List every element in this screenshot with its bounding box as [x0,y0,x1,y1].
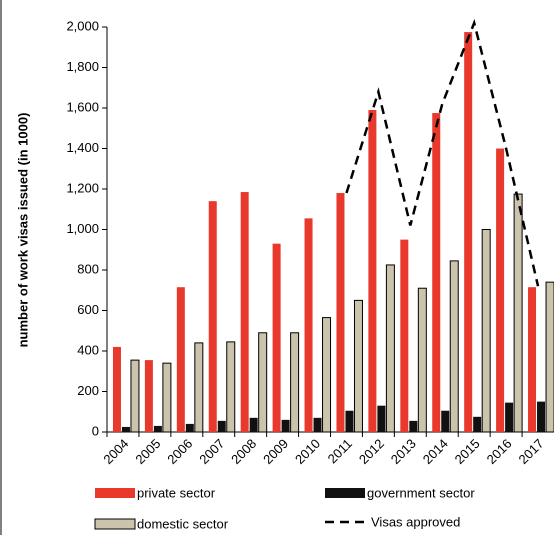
y-tick-label: 600 [77,302,99,317]
bar [417,287,427,433]
y-tick-label: 1,200 [66,180,99,195]
x-tick-label: 2015 [452,436,483,467]
y-tick-label: 1,800 [66,59,99,74]
bar [194,342,204,433]
x-tick-label: 2004 [100,436,131,467]
bar [121,426,130,432]
y-tick-label: 400 [77,342,99,357]
bar [290,332,300,433]
x-tick-label: 2005 [132,436,163,467]
line [345,18,540,287]
bar [304,218,313,432]
bar [368,110,377,433]
bar [249,417,258,432]
bar [505,402,514,432]
legend-swatch [94,518,136,530]
bar [545,281,554,433]
y-tick-label: 1,600 [66,99,99,114]
bar [385,264,395,433]
x-tick-label: 2009 [260,436,291,467]
bar [185,423,194,432]
bar [240,192,249,432]
bar [345,410,354,432]
x-tick-label: 2007 [196,436,227,467]
bar [130,359,140,433]
bar [112,346,121,432]
bar [513,193,523,433]
bar [258,332,268,433]
bar [208,201,217,432]
legend-label: private sector [137,485,216,500]
bar [226,341,236,433]
y-tick-label: 2,000 [66,18,99,33]
bar [464,32,473,432]
bar [313,417,322,432]
legend-swatch [95,488,135,498]
bar [528,287,537,432]
bar [153,425,162,432]
y-tick-label: 1,000 [66,221,99,236]
y-axis-label: number of work visas issued (in 1000) [15,113,30,348]
bar [322,317,332,433]
x-tick-label: 2014 [420,436,451,467]
bar [496,148,505,432]
x-tick-label: 2010 [292,436,323,467]
bar [144,360,153,432]
x-tick-label: 2016 [484,436,515,467]
x-tick-label: 2006 [164,436,195,467]
x-tick-label: 2013 [388,436,419,467]
bar [353,299,363,433]
x-tick-label: 2017 [516,436,547,467]
bar [336,193,345,432]
bar [281,419,290,432]
bar [449,260,459,433]
bar [441,410,450,432]
y-tick-label: 0 [92,423,99,438]
bar [217,420,226,432]
y-tick-label: 200 [77,383,99,398]
bar [176,287,185,432]
legend-label: government sector [367,485,475,500]
bar [537,401,546,432]
bar [400,239,409,432]
bar [377,405,386,432]
bar [473,416,482,432]
legend-label: Visas approved [371,514,460,529]
bar [162,362,172,433]
legend-swatch [325,488,365,498]
bar [432,113,441,432]
y-tick-label: 800 [77,261,99,276]
bar [272,243,281,432]
x-tick-label: 2012 [356,436,387,467]
y-tick-label: 1,400 [66,140,99,155]
bar [481,229,491,433]
bar [409,420,418,432]
legend-label: domestic sector [137,516,229,531]
x-tick-label: 2011 [325,436,355,466]
x-tick-label: 2008 [228,436,259,467]
